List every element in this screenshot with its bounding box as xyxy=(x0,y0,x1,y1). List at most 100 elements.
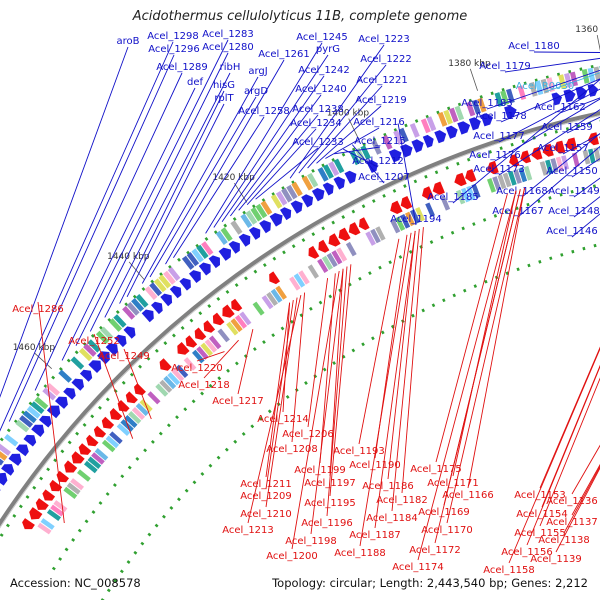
cog-block xyxy=(426,116,437,132)
cog-block xyxy=(420,118,431,134)
plus-strand-arrow xyxy=(445,125,458,139)
cog-block xyxy=(153,278,167,293)
cog-block xyxy=(275,191,288,206)
label-leader-line xyxy=(265,302,291,478)
cog-block xyxy=(555,156,564,172)
cog-block xyxy=(171,368,185,382)
cog-block xyxy=(561,155,570,170)
cog-block xyxy=(159,379,173,393)
cog-block xyxy=(275,285,287,300)
cog-block xyxy=(95,330,110,345)
minus-strand-arrow xyxy=(531,146,543,160)
minus-cog-track xyxy=(37,146,600,535)
cog-block xyxy=(100,326,114,341)
label-leader-line xyxy=(434,189,521,544)
cog-block xyxy=(298,270,310,285)
label-leader-line xyxy=(291,271,340,550)
cog-block xyxy=(390,218,401,234)
cog-block xyxy=(215,230,228,245)
cog-block xyxy=(22,410,37,424)
gene-label: Acel_1177 xyxy=(473,131,525,142)
minus-strand-labels: Acel_1286 Acel_1252 Acel_1249 Acel_1220 Acel… xyxy=(12,187,600,576)
plus-strand-arrow xyxy=(105,343,118,356)
label-leader-line xyxy=(544,72,600,93)
gene-label: Acel_1217 xyxy=(212,396,264,407)
cog-block xyxy=(0,451,8,461)
cog-block xyxy=(587,67,596,83)
cog-block xyxy=(529,81,538,97)
gene-label: Acel_1173 xyxy=(473,164,525,175)
plus-strand-arrow xyxy=(280,207,292,221)
cog-block xyxy=(70,356,85,370)
gene-label: pyrG xyxy=(316,44,340,55)
gene-label: Acel_1223 xyxy=(358,34,410,45)
gene-label: Acel_1150 xyxy=(546,166,598,177)
label-leader-line xyxy=(533,51,600,53)
gene-label: argD xyxy=(244,86,268,97)
plus-strand-arrow xyxy=(198,262,211,276)
cog-block xyxy=(539,161,549,176)
gene-label: Acel_1180 xyxy=(508,41,560,52)
cog-block xyxy=(581,68,590,84)
gene-label: Acel_1170 xyxy=(421,525,473,536)
cog-block xyxy=(454,105,465,121)
cog-block xyxy=(108,318,123,332)
label-leader-line xyxy=(61,87,196,361)
plus-strand-arrow xyxy=(248,227,261,240)
gene-label: Acel_1175 xyxy=(410,464,462,475)
gene-label: Acel_1196 xyxy=(301,518,353,529)
plus-strand-arrow xyxy=(344,170,357,184)
cog-block xyxy=(91,452,105,465)
scale-tick-label: 1460 kbp xyxy=(13,343,56,353)
plus-strand-arrow xyxy=(169,285,182,299)
label-leader-line xyxy=(89,52,229,332)
scale-tick xyxy=(128,261,145,280)
scale-tick xyxy=(348,118,360,140)
cog-block xyxy=(200,342,213,357)
minus-strand-arrow xyxy=(454,172,467,187)
cog-block xyxy=(101,439,116,453)
label-leader-line xyxy=(571,444,600,495)
label-leader-line xyxy=(247,294,302,524)
gene-label: Acel_1188 xyxy=(334,548,386,559)
minus-strand-arrow xyxy=(101,416,115,429)
cog-block xyxy=(116,423,131,436)
label-leader-line xyxy=(526,365,600,546)
gene-label: Acel_1211 xyxy=(240,479,292,490)
minus-strand-arrow xyxy=(56,470,69,483)
cog-block xyxy=(425,202,435,218)
cog-block xyxy=(326,252,338,268)
cog-block xyxy=(196,346,209,360)
cog-block xyxy=(370,228,381,244)
plus-strand-arrow xyxy=(504,105,517,119)
label-leader-line xyxy=(391,228,420,512)
gene-label: Acel_1207 xyxy=(358,172,410,183)
minus-strand-arrow xyxy=(338,227,351,241)
plus-strand-arrow xyxy=(23,434,37,447)
cog-block xyxy=(540,78,550,94)
cog-block xyxy=(336,247,348,262)
minus-strand-arrow xyxy=(109,408,123,420)
gene-label: Acel_1215 xyxy=(354,136,406,147)
gene-label: Acel_1137 xyxy=(546,517,598,528)
gene-label: Acel_1238 xyxy=(292,104,344,115)
cog-block xyxy=(26,405,41,419)
gene-label: Acel_1234 xyxy=(290,118,342,129)
cog-block xyxy=(415,207,425,222)
label-leader-line xyxy=(203,339,239,379)
minus-strand-arrow xyxy=(86,434,99,447)
cog-block xyxy=(94,448,109,461)
plus-strand-arrow xyxy=(388,149,402,163)
cog-block xyxy=(19,415,34,428)
label-leader-line xyxy=(486,69,600,110)
cog-block xyxy=(345,241,357,257)
cog-block xyxy=(443,109,453,125)
minus-strand-arrow xyxy=(520,150,531,164)
plus-strand-arrow xyxy=(46,405,61,419)
cog-block xyxy=(240,213,253,228)
label-leader-line xyxy=(539,377,600,527)
label-leader-line xyxy=(562,133,600,155)
plus-strand-arrow xyxy=(151,301,163,315)
gene-label: Acel_1283 xyxy=(202,29,254,40)
cog-block xyxy=(144,286,158,300)
